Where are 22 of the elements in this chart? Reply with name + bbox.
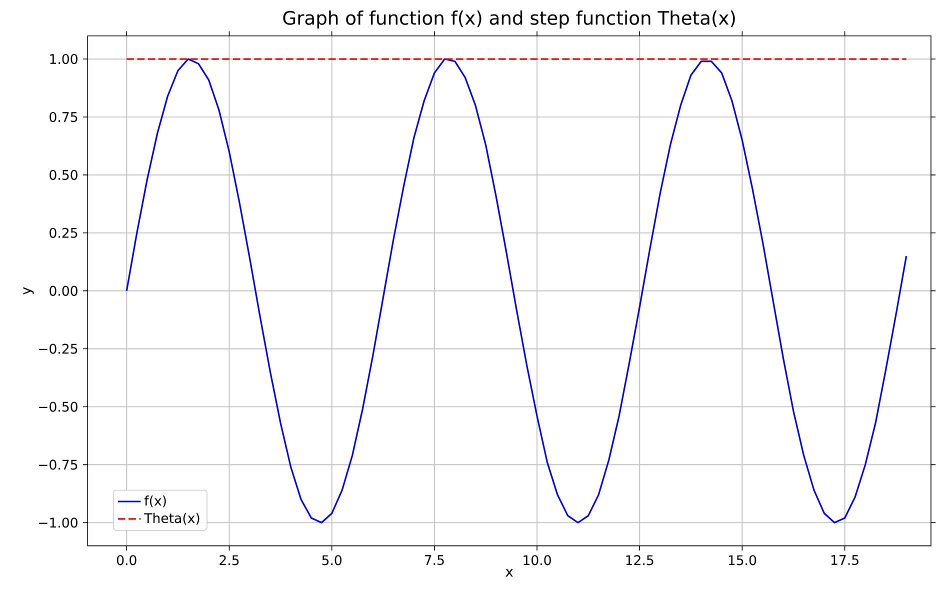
y-axis-title: y [23,287,34,295]
chart-title: Graph of function f(x) and step function Theta(x) [283,10,735,29]
y-tick-label: 0.25 [50,228,78,238]
x-tick-label: 12.5 [626,555,654,566]
y-tick-label: 0.50 [50,170,78,180]
y-tick-label: −1.00 [39,518,78,528]
legend-label: f(x) [144,496,166,508]
x-tick-label: 7.5 [424,555,444,566]
y-tick-label: −0.50 [39,402,78,412]
y-tick-label: 0.00 [50,286,78,296]
x-axis-title: x [506,569,513,577]
x-tick-label: 15.0 [728,555,756,566]
y-tick-label: 0.75 [50,112,78,122]
x-tick-label: 0.0 [116,555,136,566]
y-tick-label: −0.25 [39,344,78,354]
legend-label: Theta(x) [144,513,200,525]
y-tick-label: −0.75 [39,460,78,470]
x-tick-label: 2.5 [220,555,239,566]
x-tick-label: 17.5 [831,555,858,566]
x-tick-label: 10.0 [524,555,551,566]
y-tick-label: 1.00 [50,54,78,64]
x-tick-label: 5.0 [322,555,342,566]
